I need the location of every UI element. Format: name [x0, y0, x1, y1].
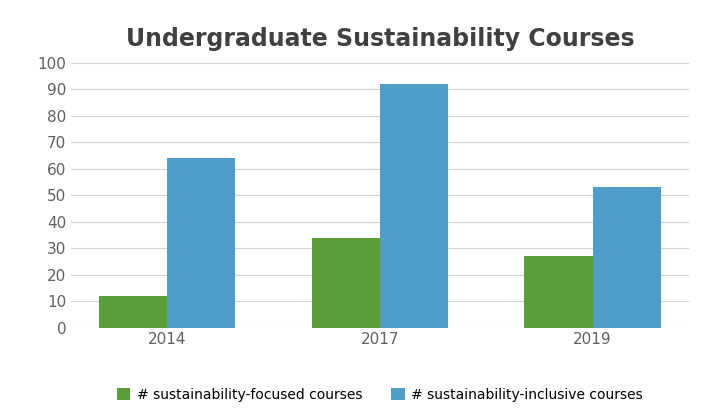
- Legend: # sustainability-focused courses, # sustainability-inclusive courses: # sustainability-focused courses, # sust…: [111, 382, 649, 407]
- Bar: [167, 158, 235, 328]
- Bar: [525, 256, 593, 328]
- Bar: [593, 187, 660, 328]
- Bar: [99, 296, 167, 328]
- Bar: [380, 84, 448, 328]
- Bar: [312, 238, 380, 328]
- Title: Undergraduate Sustainability Courses: Undergraduate Sustainability Courses: [126, 27, 634, 51]
